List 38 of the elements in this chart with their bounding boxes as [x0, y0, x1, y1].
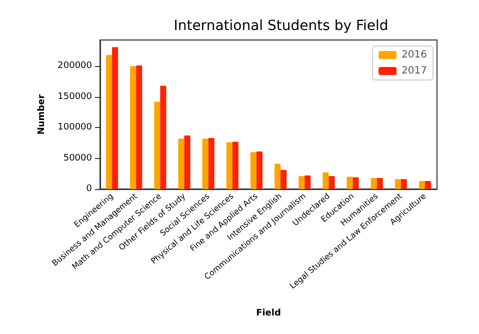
bar	[394, 179, 401, 189]
bar	[256, 152, 262, 189]
bar	[250, 152, 256, 189]
bar	[274, 164, 281, 189]
y-tick-label: 0	[86, 184, 92, 194]
bar	[298, 176, 305, 189]
bar	[208, 138, 214, 189]
bar	[106, 55, 112, 189]
legend-label: 2017	[402, 66, 428, 76]
y-axis-title: Number	[37, 94, 48, 135]
bar	[346, 176, 353, 189]
bar	[400, 179, 407, 189]
bar	[322, 172, 329, 189]
bar	[418, 181, 425, 189]
bar	[328, 176, 335, 189]
bar	[160, 86, 166, 189]
bar	[130, 66, 136, 189]
bar	[184, 136, 190, 189]
bar	[136, 66, 142, 189]
x-axis-title: Field	[256, 308, 281, 318]
bar	[112, 47, 118, 189]
y-tick-label: 200000	[58, 61, 92, 72]
bar	[370, 178, 377, 189]
chart-title: International Students by Field	[174, 18, 388, 34]
bar	[202, 138, 208, 189]
bar	[226, 142, 232, 189]
y-tick-label: 100000	[58, 122, 92, 133]
bar	[352, 177, 359, 189]
y-tick-label: 50000	[63, 153, 92, 164]
legend-label: 2016	[402, 50, 428, 60]
bar	[154, 102, 160, 189]
bar	[376, 178, 383, 189]
bar	[232, 142, 238, 189]
bar	[304, 175, 311, 189]
bar	[424, 181, 431, 189]
bar	[280, 170, 287, 189]
bar	[178, 138, 184, 189]
y-tick-label: 150000	[58, 92, 92, 102]
